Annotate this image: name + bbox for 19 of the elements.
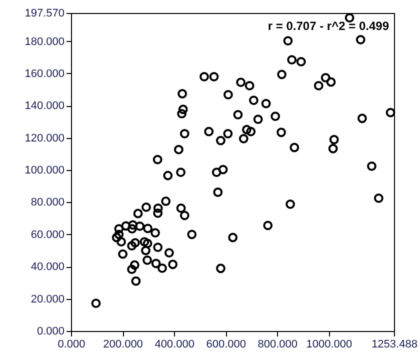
y-tick-label: 80.000	[30, 196, 64, 209]
y-tick-label: 20.000	[30, 293, 64, 306]
y-tick-label: 180.000	[24, 36, 64, 48]
y-tick-label: 60.000	[30, 228, 64, 241]
y-tick-label: 40.000	[30, 261, 64, 274]
x-tick-label: 0.000	[58, 338, 86, 350]
x-tick-label: 200.000	[103, 338, 143, 350]
y-tick-label: 0.000	[36, 326, 64, 338]
y-tick-label: 100.000	[24, 164, 64, 177]
x-tick-label: 400.000	[154, 338, 194, 350]
x-tick-label: 800.000	[258, 338, 298, 350]
y-tick-label: 160.000	[24, 68, 64, 80]
annotation: r = 0.707 - r^2 = 0.499	[268, 19, 390, 33]
x-tick-label: 1253.488	[372, 338, 418, 350]
x-tick-label: 600.000	[206, 338, 246, 350]
y-tick-label: 140.000	[24, 100, 64, 112]
y-tick-label: 120.000	[24, 132, 64, 144]
y-tick-label: 197.570	[24, 8, 64, 20]
x-tick-label: 1000.000	[306, 338, 352, 350]
